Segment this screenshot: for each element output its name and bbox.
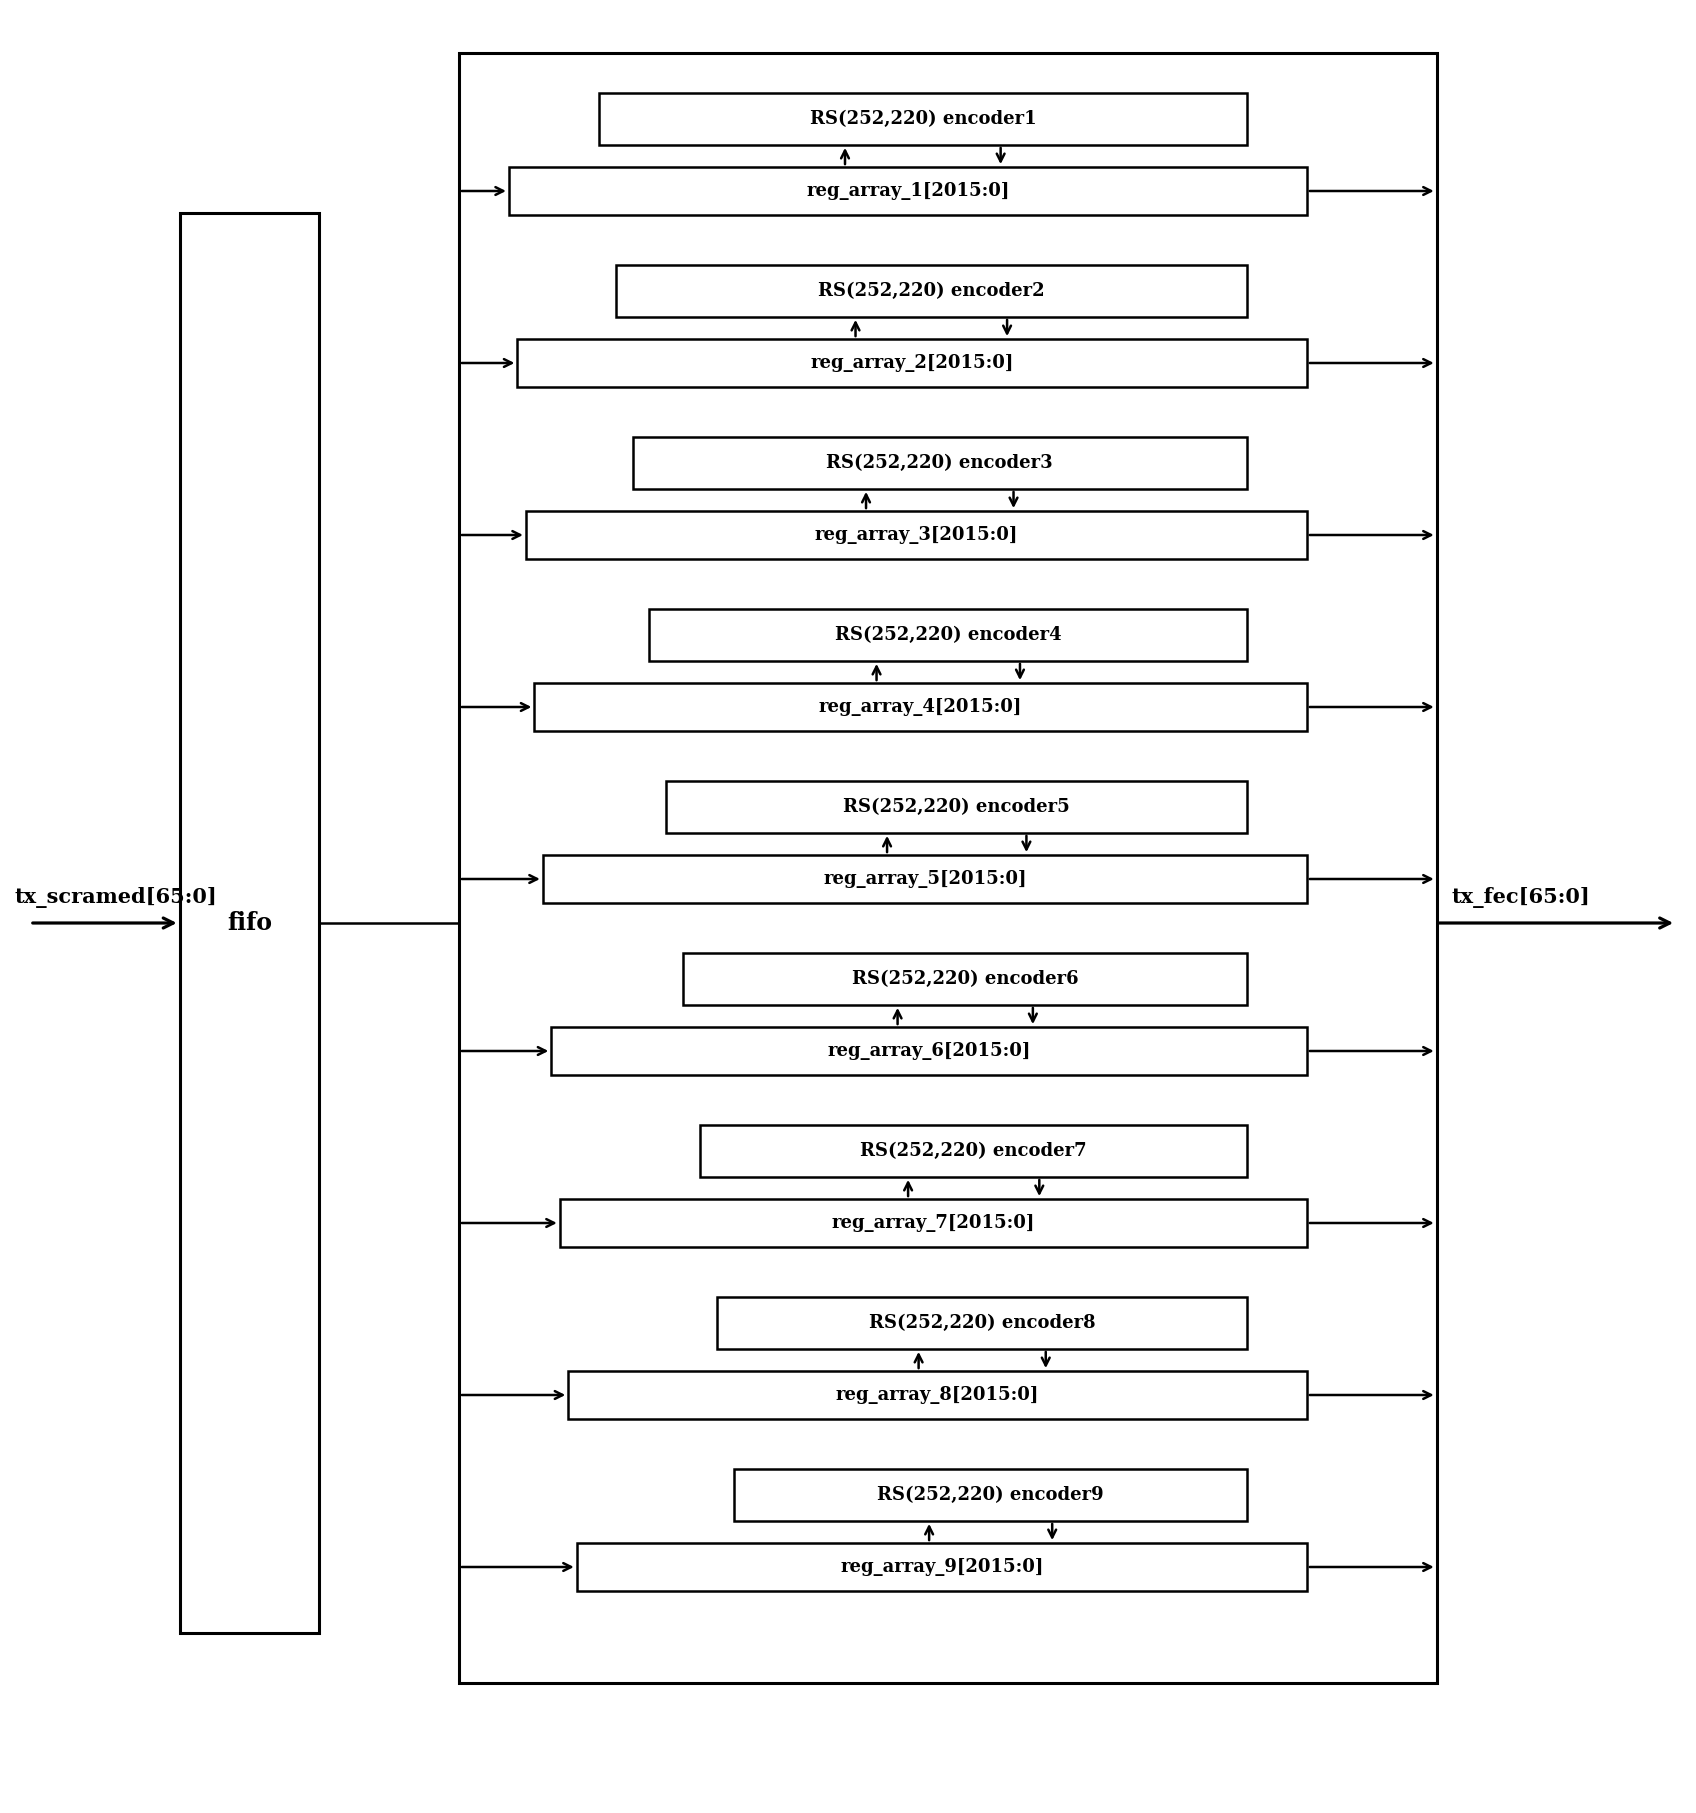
Text: reg_array_1[2015:0]: reg_array_1[2015:0]	[806, 181, 1009, 199]
Text: RS(252,220) encoder4: RS(252,220) encoder4	[834, 625, 1062, 644]
Bar	[460, 53, 1437, 1682]
Text: reg_array_6[2015:0]: reg_array_6[2015:0]	[828, 1042, 1031, 1061]
Text: reg_array_5[2015:0]: reg_array_5[2015:0]	[823, 870, 1026, 888]
Bar	[734, 1469, 1247, 1521]
Bar	[568, 1371, 1308, 1420]
Bar	[534, 684, 1308, 731]
Bar	[560, 1198, 1308, 1247]
Bar	[599, 92, 1247, 145]
Text: fifo: fifo	[227, 910, 271, 936]
Text: tx_scramed[65:0]: tx_scramed[65:0]	[15, 887, 217, 908]
Bar	[517, 339, 1308, 386]
Text: reg_array_8[2015:0]: reg_array_8[2015:0]	[836, 1385, 1040, 1403]
Text: reg_array_4[2015:0]: reg_array_4[2015:0]	[819, 698, 1023, 716]
Text: reg_array_9[2015:0]: reg_array_9[2015:0]	[840, 1557, 1043, 1575]
Bar	[577, 1543, 1308, 1592]
Bar	[551, 1026, 1308, 1075]
Text: reg_array_7[2015:0]: reg_array_7[2015:0]	[831, 1215, 1035, 1233]
Text: reg_array_2[2015:0]: reg_array_2[2015:0]	[811, 354, 1014, 372]
Bar	[700, 1126, 1247, 1177]
Bar	[509, 167, 1308, 216]
Text: RS(252,220) encoder2: RS(252,220) encoder2	[817, 283, 1045, 299]
Text: RS(252,220) encoder8: RS(252,220) encoder8	[868, 1314, 1096, 1333]
Text: RS(252,220) encoder1: RS(252,220) encoder1	[809, 111, 1036, 129]
Text: reg_array_3[2015:0]: reg_array_3[2015:0]	[814, 526, 1018, 544]
Bar	[650, 609, 1247, 662]
Text: RS(252,220) encoder6: RS(252,220) encoder6	[851, 970, 1079, 988]
Text: RS(252,220) encoder5: RS(252,220) encoder5	[843, 798, 1070, 816]
Bar	[616, 265, 1247, 317]
Bar	[667, 781, 1247, 832]
Text: RS(252,220) encoder7: RS(252,220) encoder7	[860, 1142, 1087, 1160]
Bar	[633, 437, 1247, 490]
Bar	[526, 511, 1308, 558]
Bar	[180, 212, 319, 1634]
Text: tx_fec[65:0]: tx_fec[65:0]	[1452, 887, 1591, 908]
Text: RS(252,220) encoder9: RS(252,220) encoder9	[877, 1487, 1104, 1505]
Bar	[683, 954, 1247, 1004]
Bar	[543, 856, 1308, 903]
Text: RS(252,220) encoder3: RS(252,220) encoder3	[826, 453, 1053, 471]
Bar	[717, 1296, 1247, 1349]
